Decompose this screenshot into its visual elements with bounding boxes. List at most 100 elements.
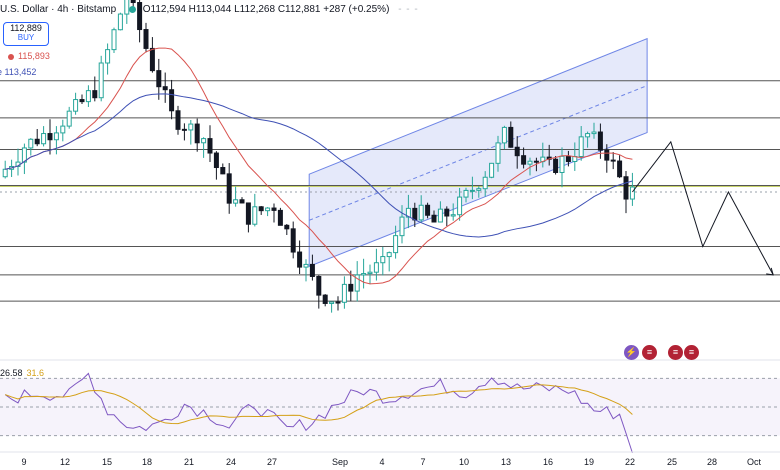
candle-body bbox=[73, 99, 79, 112]
symbol-title[interactable]: U.S. Dollar · 4h · Bitstamp bbox=[0, 4, 117, 15]
x-tick-label: 25 bbox=[667, 457, 677, 467]
candle-body bbox=[361, 273, 367, 276]
candle-body bbox=[252, 206, 258, 225]
candle-body bbox=[322, 294, 328, 304]
candle-body bbox=[533, 160, 539, 163]
candle-body bbox=[617, 160, 623, 178]
ma2-legend[interactable]: e 113,452 bbox=[0, 67, 36, 77]
candle-body bbox=[188, 123, 194, 131]
ma1-legend[interactable]: 115,893 bbox=[8, 51, 50, 61]
candle-body bbox=[258, 206, 264, 212]
x-tick-label: 16 bbox=[543, 457, 553, 467]
candle-body bbox=[591, 131, 597, 135]
candle-body bbox=[85, 90, 91, 103]
more-dash-icon: - - - bbox=[398, 4, 419, 15]
candle-body bbox=[431, 214, 437, 223]
candle-body bbox=[297, 251, 303, 268]
candle-body bbox=[508, 126, 514, 148]
x-tick-label: 9 bbox=[21, 457, 26, 467]
candle-body bbox=[66, 110, 72, 127]
candle-body bbox=[495, 142, 501, 164]
candle-body bbox=[521, 155, 527, 165]
candle-body bbox=[457, 196, 463, 216]
x-tick-label: 10 bbox=[459, 457, 469, 467]
us-flag-icon[interactable]: ≡ bbox=[642, 345, 657, 360]
candle-body bbox=[162, 86, 168, 91]
candle-body bbox=[41, 133, 47, 145]
candle-body bbox=[559, 155, 565, 173]
x-tick-label: 12 bbox=[60, 457, 70, 467]
candle-body bbox=[98, 62, 104, 99]
x-tick-label: Sep bbox=[332, 457, 348, 467]
rsi-line bbox=[4, 372, 633, 454]
candle-body bbox=[137, 2, 143, 31]
x-tick-label: 13 bbox=[501, 457, 511, 467]
x-tick-label: 27 bbox=[267, 457, 277, 467]
candle-body bbox=[623, 176, 629, 200]
x-tick-label: 4 bbox=[379, 457, 384, 467]
candle-body bbox=[463, 189, 469, 198]
candle-body bbox=[482, 176, 488, 190]
x-tick-label: Oct bbox=[747, 457, 762, 467]
candle-body bbox=[143, 29, 149, 49]
candle-body bbox=[437, 208, 443, 223]
candle-body bbox=[329, 301, 335, 304]
candle-body bbox=[169, 89, 175, 112]
candle-body bbox=[405, 207, 411, 218]
candle-body bbox=[21, 147, 27, 163]
candle-body bbox=[450, 214, 456, 217]
x-tick-label: 18 bbox=[142, 457, 152, 467]
ohlc-readout: O112,594 H113,044 L112,268 C112,881 +287… bbox=[142, 4, 390, 15]
candle-body bbox=[79, 99, 85, 103]
candle-body bbox=[207, 138, 213, 154]
candle-body bbox=[425, 204, 431, 216]
candle-body bbox=[303, 263, 309, 268]
candle-body bbox=[34, 138, 40, 145]
candle-body bbox=[290, 228, 296, 253]
candle-body bbox=[367, 271, 373, 275]
candle-body bbox=[335, 301, 341, 304]
candle-body bbox=[553, 158, 559, 173]
us-flag-icon[interactable]: ≡ bbox=[668, 345, 683, 360]
candle-body bbox=[373, 262, 379, 273]
candle-body bbox=[245, 202, 251, 225]
candle-body bbox=[284, 224, 290, 230]
buy-label: BUY bbox=[17, 33, 35, 42]
candle-body bbox=[194, 123, 200, 144]
us-flag-icon[interactable]: ≡ bbox=[684, 345, 699, 360]
ma-blue-line bbox=[5, 93, 633, 238]
ma1-value: 115,893 bbox=[18, 51, 50, 61]
rsi-value: 26.58 bbox=[0, 368, 23, 378]
candle-body bbox=[239, 199, 245, 204]
candle-body bbox=[565, 155, 571, 162]
x-tick-label: 21 bbox=[184, 457, 194, 467]
candle-body bbox=[130, 0, 136, 4]
candle-body bbox=[271, 207, 277, 211]
candle-body bbox=[604, 149, 610, 161]
candle-body bbox=[469, 189, 475, 192]
buy-button[interactable]: 112,889 BUY bbox=[3, 22, 49, 46]
x-tick-label: 19 bbox=[584, 457, 594, 467]
candle-body bbox=[53, 132, 59, 141]
x-tick-label: 22 bbox=[625, 457, 635, 467]
candle-body bbox=[105, 49, 111, 64]
lightning-flag-icon[interactable]: ⚡ bbox=[624, 345, 639, 360]
candle-body bbox=[181, 128, 187, 131]
candle-body bbox=[399, 216, 405, 237]
candle-body bbox=[156, 70, 162, 88]
candle-body bbox=[514, 146, 520, 157]
projection-arrowhead bbox=[766, 267, 774, 276]
candle-body bbox=[265, 207, 271, 212]
candle-body bbox=[111, 29, 117, 51]
candle-body bbox=[380, 256, 386, 264]
rsi-legend[interactable]: 26.58 31.6 bbox=[0, 368, 44, 378]
ma1-dot-icon bbox=[8, 53, 14, 60]
candle-body bbox=[149, 47, 155, 72]
candle-body bbox=[489, 162, 495, 178]
x-tick-label: 7 bbox=[420, 457, 425, 467]
candle-body bbox=[578, 136, 584, 158]
candle-body bbox=[585, 133, 591, 138]
candle-body bbox=[393, 235, 399, 254]
candle-body bbox=[341, 283, 347, 303]
